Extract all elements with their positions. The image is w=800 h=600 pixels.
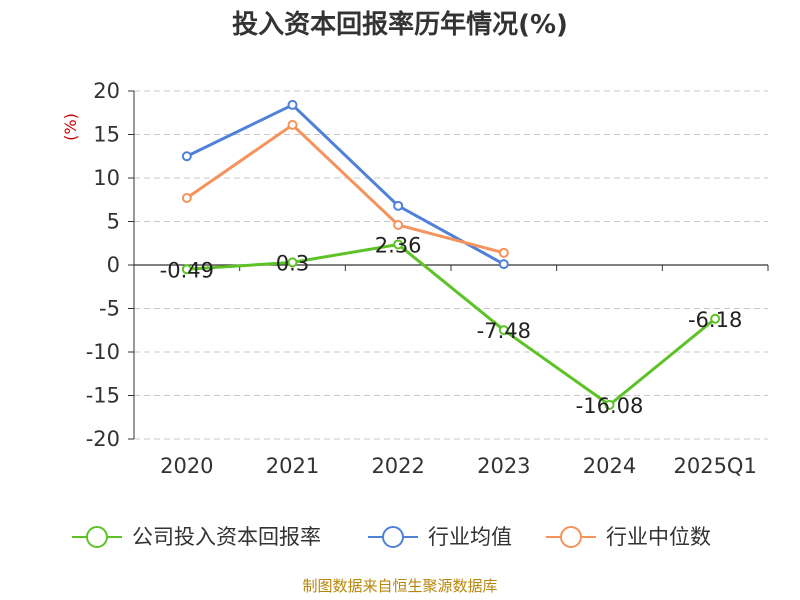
data-point (498, 325, 509, 336)
x-tick-label: 2024 (583, 454, 636, 478)
data-point (710, 313, 721, 324)
legend-swatch-marker (560, 526, 582, 548)
y-tick-label: 20 (93, 79, 120, 103)
x-tick-label: 2025Q1 (673, 454, 756, 478)
data-point (287, 99, 298, 110)
series-line-0 (186, 242, 717, 407)
data-label: 0.3 (276, 251, 309, 275)
y-tick-label: 5 (107, 210, 120, 234)
chart-title: 投入资本回报率历年情况(%) (232, 9, 568, 40)
y-tick-label: 10 (93, 166, 120, 190)
data-point (181, 264, 192, 275)
data-label: -7.48 (477, 319, 531, 343)
legend-label: 行业均值 (428, 525, 512, 549)
grid (134, 90, 768, 440)
x-tick-label: 2022 (371, 454, 424, 478)
data-labels: -0.49 0.3 2.36 -7.48 -16.08 -6.18 (160, 233, 743, 417)
data-point (604, 399, 615, 410)
data-point (287, 257, 298, 268)
y-tick-label: 15 (93, 123, 120, 147)
data-point (498, 247, 509, 258)
legend-item: 行业均值 (368, 525, 512, 549)
legend-swatch-marker (382, 526, 404, 548)
data-label: -16.08 (576, 394, 644, 418)
y-tick-label: 0 (107, 253, 120, 277)
data-point (393, 239, 404, 250)
series-line-1 (186, 103, 505, 266)
y-tick-label: -10 (86, 340, 120, 364)
x-tick-label: 2021 (266, 454, 319, 478)
data-point (393, 219, 404, 230)
data-point (287, 119, 298, 130)
data-label: -0.49 (160, 258, 214, 282)
y-tick-label: -20 (86, 427, 120, 451)
y-tick-label: -15 (86, 384, 120, 408)
axes: 20 15 10 5 0 -5 -10 -15 -20 2020 2021 2022 2023 2024 2… (86, 79, 769, 478)
y-axis-unit-label: (%) (61, 113, 80, 141)
data-point (393, 200, 404, 211)
series (181, 99, 721, 410)
legend-label: 公司投入资本回报率 (132, 525, 321, 549)
data-point (498, 259, 509, 270)
data-point (181, 193, 192, 204)
legend-swatch-marker (86, 526, 108, 548)
y-tick-label: -5 (99, 297, 120, 321)
legend-label: 行业中位数 (606, 525, 711, 549)
legend-item: 行业中位数 (546, 525, 711, 549)
series-line-2 (185, 123, 505, 255)
x-tick-label: 2020 (160, 454, 213, 478)
legend: 公司投入资本回报率 行业均值 行业中位数 (72, 525, 711, 549)
source-note: 制图数据来自恒生聚源数据库 (302, 577, 497, 595)
legend-item: 公司投入资本回报率 (72, 525, 321, 549)
x-tick-label: 2023 (477, 454, 530, 478)
data-point (181, 151, 192, 162)
data-label: -6.18 (688, 308, 742, 332)
data-label: 2.36 (375, 233, 422, 257)
